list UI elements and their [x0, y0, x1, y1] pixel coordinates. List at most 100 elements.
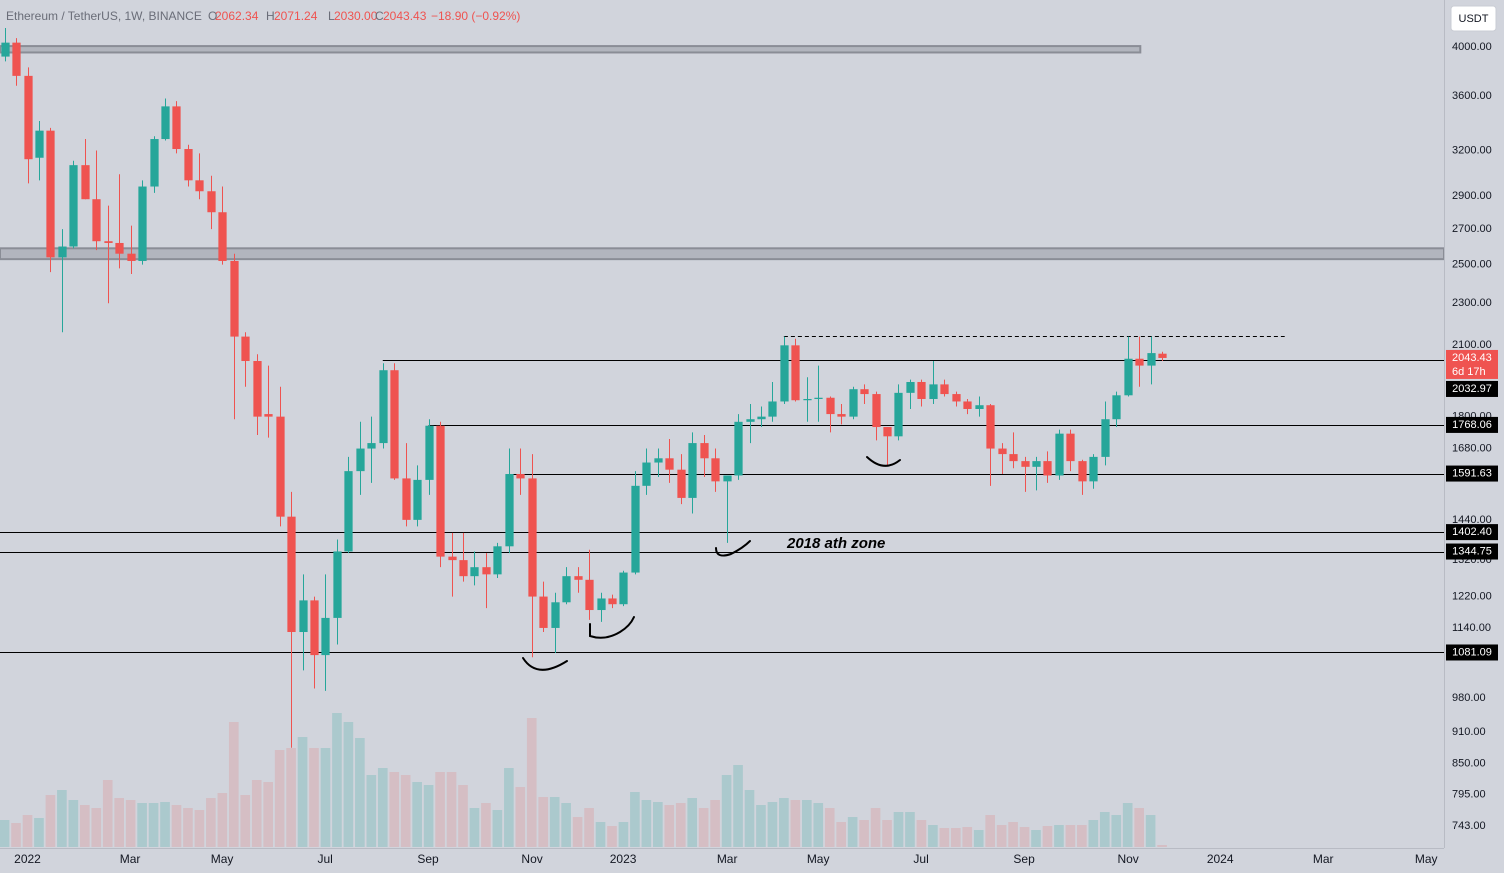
volume-bar	[779, 798, 789, 847]
volume-bar	[526, 718, 537, 847]
volume-bar	[34, 818, 44, 847]
candle-body	[791, 345, 800, 401]
volume-bar	[710, 800, 720, 847]
y-tick-label: 3200.00	[1452, 144, 1492, 156]
candle-body	[688, 443, 697, 498]
candle-body	[723, 475, 732, 482]
price-lines	[0, 336, 1444, 653]
candle-body	[1147, 353, 1156, 366]
price-line-label-bg	[1446, 543, 1498, 560]
candle-body	[1135, 358, 1144, 366]
volume-bar	[859, 820, 869, 847]
last-price-label: 2043.43	[1452, 352, 1492, 364]
currency-button-bg[interactable]	[1450, 5, 1497, 32]
volume-bar	[847, 817, 858, 847]
countdown-label: 6d 17h	[1452, 366, 1486, 378]
volume-bar	[996, 825, 1007, 847]
y-tick-label: 1440.00	[1452, 514, 1492, 526]
legend-value: 2030.00	[334, 9, 378, 23]
volume-bar	[653, 802, 663, 847]
candle-body	[631, 485, 640, 573]
candle-body	[619, 572, 628, 605]
volume-bar	[57, 790, 67, 847]
candle-body	[24, 75, 33, 160]
candle-body	[654, 458, 663, 463]
candle-body	[333, 551, 342, 618]
volume	[0, 713, 1167, 847]
volume-bar	[882, 820, 892, 847]
y-tick-label: 1220.00	[1452, 590, 1492, 602]
price-axis	[1444, 0, 1504, 873]
x-tick-label: Nov	[521, 852, 542, 866]
volume-bar	[355, 738, 365, 847]
y-tick-label: 2100.00	[1452, 339, 1492, 351]
candle-body	[344, 471, 353, 552]
volume-bar	[1042, 826, 1053, 847]
volume-bar	[572, 817, 583, 847]
candle-body	[104, 241, 113, 243]
volume-bar	[343, 722, 354, 847]
candle-body	[1066, 433, 1075, 462]
volume-bar	[790, 800, 801, 847]
y-tick-label: 1140.00	[1452, 622, 1491, 634]
candle-body	[413, 479, 422, 520]
volume-bar	[446, 772, 457, 847]
candle-body	[12, 42, 21, 76]
price-line-label-bg	[1446, 416, 1498, 433]
volume-bar	[584, 808, 594, 847]
candle-body	[287, 516, 296, 633]
y-tick-label: 2300.00	[1452, 297, 1492, 309]
candle-body	[883, 427, 892, 437]
price-line-label: 1344.75	[1452, 545, 1492, 557]
candle-body	[963, 401, 972, 409]
volume-bar	[148, 803, 159, 847]
candle-body	[585, 579, 594, 611]
volume-bar	[985, 815, 995, 847]
volume-bar	[813, 803, 824, 847]
y-tick-label: 980.00	[1452, 692, 1486, 704]
volume-bar	[1111, 815, 1122, 847]
volume-bar	[217, 793, 228, 847]
candle-body	[356, 448, 365, 472]
candle-body	[597, 598, 606, 611]
currency-button[interactable]: USDT	[1450, 5, 1497, 32]
volume-bar	[11, 823, 21, 847]
x-tick-label: 2023	[610, 852, 637, 866]
x-tick-label: Jul	[317, 852, 332, 866]
volume-bar	[1134, 808, 1144, 847]
volume-bar	[801, 800, 812, 847]
candle-body	[35, 130, 44, 158]
volume-bar	[1145, 815, 1156, 847]
volume-bar	[79, 805, 90, 847]
y-tick-label: 4000.00	[1452, 41, 1492, 53]
volume-bar	[114, 798, 125, 847]
y-tick-label: 2700.00	[1452, 223, 1492, 235]
candle-body	[46, 130, 55, 258]
candle-body	[276, 416, 285, 517]
candle-body	[1043, 461, 1052, 476]
candle-body	[539, 596, 548, 628]
volume-bar	[228, 722, 239, 847]
x-tick-label: May	[807, 852, 830, 866]
volume-bar	[91, 808, 102, 847]
candle-body	[92, 199, 101, 242]
volume-bar	[962, 827, 973, 847]
currency-label[interactable]: USDT	[1459, 13, 1489, 25]
volume-bar	[22, 815, 33, 847]
candle-body	[493, 546, 502, 575]
candle-body	[665, 458, 674, 470]
candle-body	[1055, 433, 1064, 476]
y-tick-label: 1680.00	[1452, 442, 1492, 454]
volume-bar	[481, 803, 491, 847]
volume-bar	[0, 820, 10, 847]
candle-body	[58, 246, 67, 258]
volume-bar	[320, 748, 331, 847]
candle-body	[69, 165, 78, 247]
candle-body	[711, 458, 720, 482]
x-tick-label: Mar	[717, 852, 738, 866]
candle-body	[826, 397, 835, 415]
candle-body	[172, 106, 181, 150]
candle-body	[448, 556, 457, 561]
legend-key: O	[208, 9, 217, 23]
